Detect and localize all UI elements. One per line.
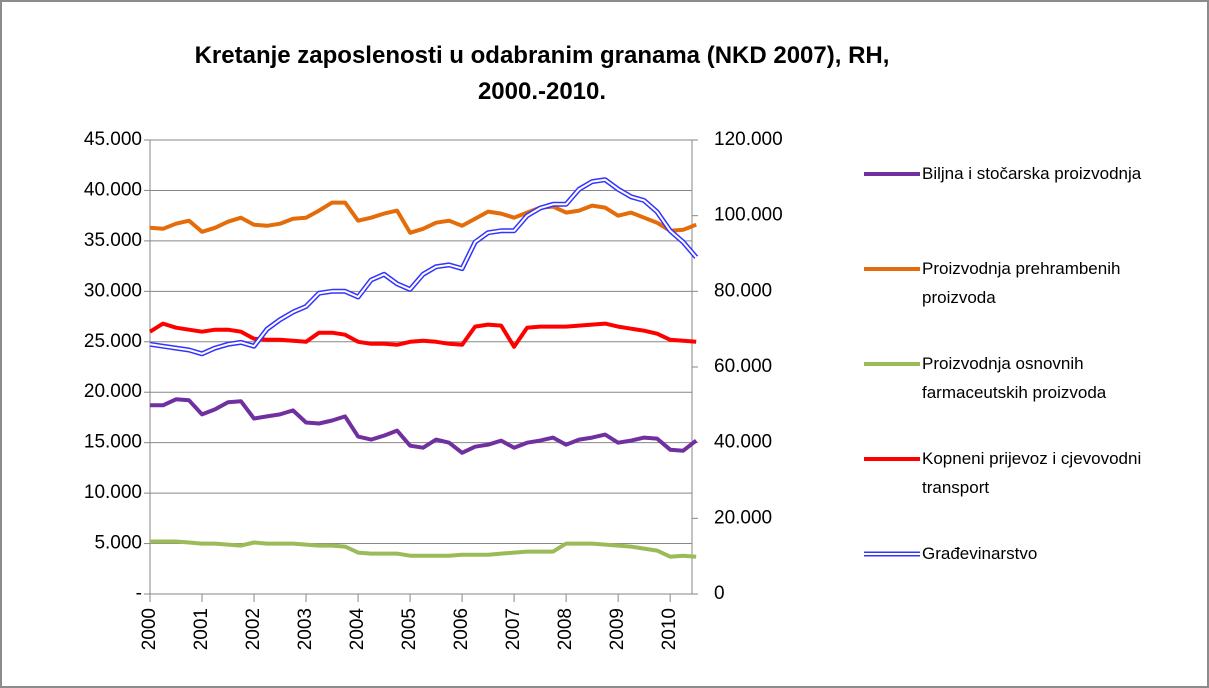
x-tick-label: 2007 [503,608,524,650]
y2-tick-label: 120.000 [714,129,783,150]
y2-tick-label: 20.000 [714,507,772,528]
y-tick-label: 15.000 [84,432,142,453]
y-tick-label: 5.000 [94,533,142,554]
series-line [150,397,698,455]
y2-tick-label: 40.000 [714,432,772,453]
legend-swatch [864,551,920,557]
x-tick-label: 2006 [451,608,472,650]
y-tick-label: - [136,583,142,604]
x-tick-label: 2008 [555,608,576,650]
x-tick-label: 2003 [295,608,316,650]
series-line [148,321,697,349]
legend-swatch [864,362,920,366]
x-tick-label: 2001 [191,608,212,650]
x-tick-label: 2005 [399,608,420,650]
y2-tick-label: 80.000 [714,280,772,301]
legend-entry: Proizvodnja osnovnih farmaceutskih proiz… [862,352,1202,447]
x-tick-label: 2000 [139,608,160,650]
legend-entry: Proizvodnja prehrambenih proizvoda [862,257,1202,352]
y-tick-label: 35.000 [84,230,142,251]
legend-label: Kopneni prijevoz i cjevovodni transport [922,449,1142,497]
x-tick-label: 2002 [243,608,264,650]
legend: Biljna i stočarska proizvodnja Proizvodnj… [862,162,1202,637]
legend-label: Proizvodnja prehrambenih proizvoda [922,259,1121,307]
y-tick-label: 20.000 [84,381,142,402]
y2-tick-label: 60.000 [714,356,772,377]
series-line [149,200,697,235]
y-tick-label: 30.000 [84,280,142,301]
y-tick-label: 40.000 [84,179,142,200]
y-tick-label: 25.000 [84,331,142,352]
legend-swatch [864,267,920,271]
x-tick-label: 2009 [607,608,628,650]
x-tick-label: 2004 [347,608,368,651]
legend-label: Proizvodnja osnovnih farmaceutskih proiz… [922,354,1107,402]
legend-swatch [864,172,920,176]
chart-title: Kretanje zaposlenosti u odabranim granam… [194,42,890,105]
legend-label: Građevinarstvo [922,544,1038,563]
y2-tick-label: 100.000 [714,205,783,226]
legend-entry: Biljna i stočarska proizvodnja [862,162,1202,257]
y-tick-label: 10.000 [84,482,142,503]
y-tick-label: 45.000 [84,129,142,150]
legend-label: Biljna i stočarska proizvodnja [922,164,1142,183]
x-tick-label: 2010 [659,608,680,650]
legend-entry: Građevinarstvo [862,542,1202,637]
legend-entry: Kopneni prijevoz i cjevovodni transport [862,447,1202,542]
series-line-inner [149,178,697,355]
y2-tick-label: 0 [714,583,725,604]
series-line [150,539,697,559]
legend-swatch [864,457,920,461]
